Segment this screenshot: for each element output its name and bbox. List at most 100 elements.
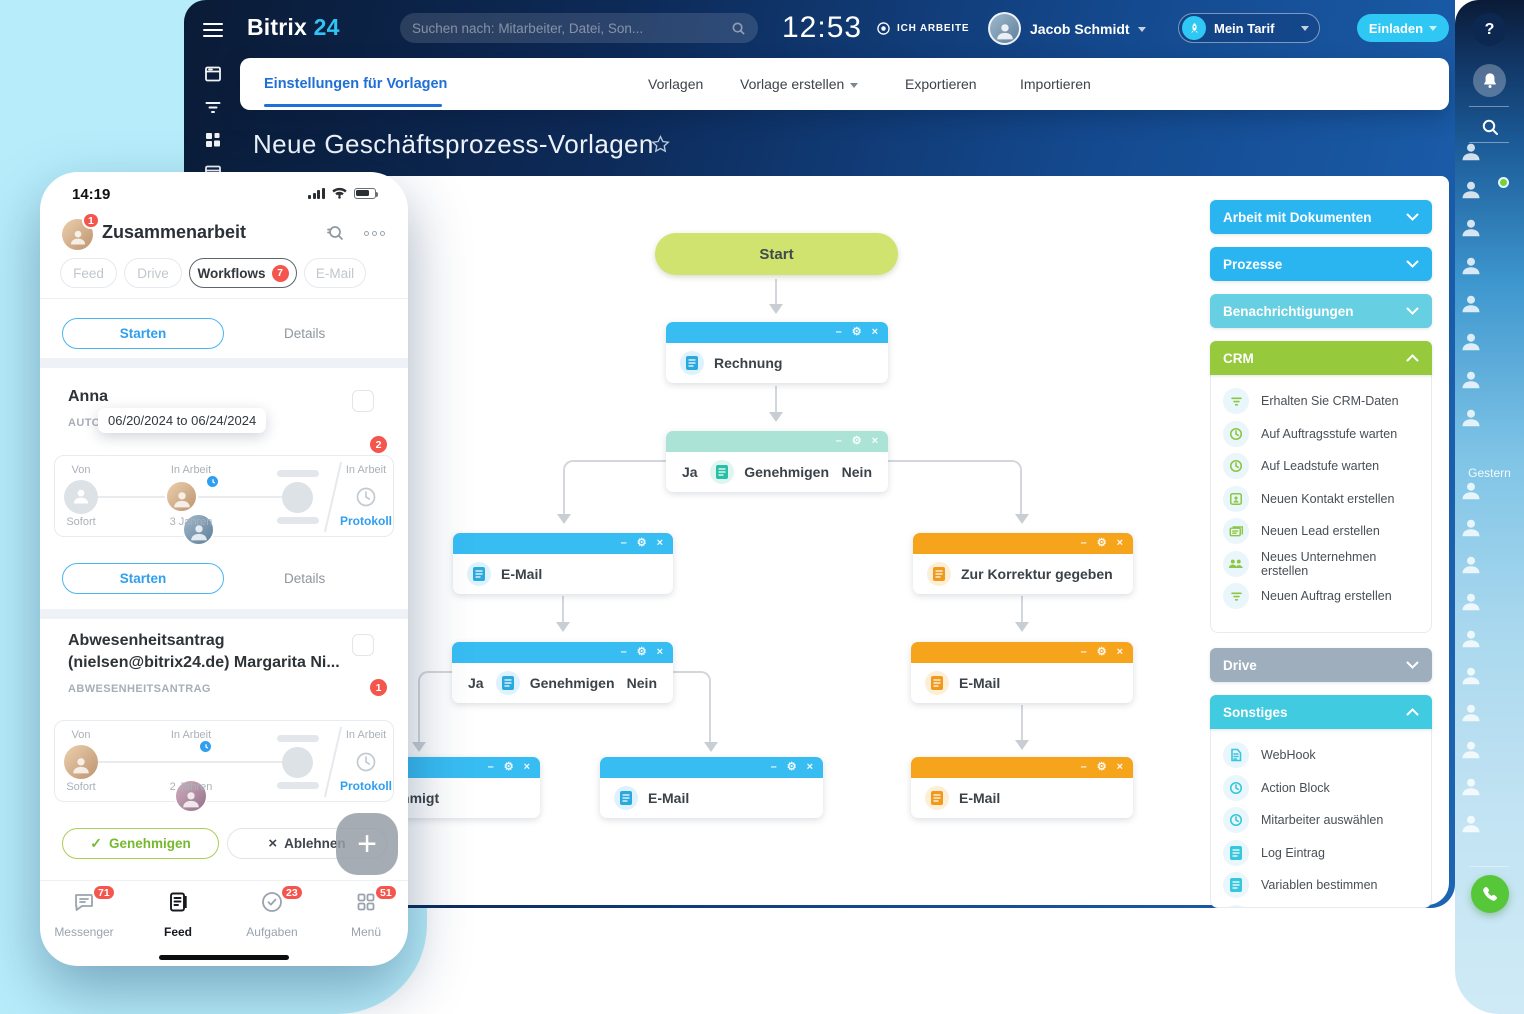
- chat-avatar[interactable]: [1462, 371, 1508, 415]
- chat-avatar[interactable]: [1462, 482, 1508, 526]
- home-indicator[interactable]: [159, 955, 289, 960]
- minimize-icon[interactable]: –: [620, 646, 627, 658]
- chat-avatar[interactable]: [1462, 257, 1508, 301]
- flow-node-genehmigen-1[interactable]: – ⚙ × Ja Genehmigen Nein: [666, 431, 888, 492]
- chat-avatar[interactable]: [1462, 519, 1508, 563]
- chat-avatar[interactable]: [1462, 704, 1508, 748]
- chat-avatar[interactable]: [1462, 143, 1509, 188]
- chat-avatar[interactable]: [1462, 778, 1508, 822]
- chat-avatar[interactable]: [1462, 593, 1508, 637]
- panel-item-leadstufe[interactable]: Auf Leadstufe warten: [1211, 450, 1431, 483]
- chat-avatar[interactable]: [1462, 630, 1508, 674]
- flow-node-korrektur[interactable]: – ⚙ × Zur Korrektur gegeben: [913, 533, 1133, 594]
- panel-section-crm[interactable]: CRM: [1210, 341, 1432, 375]
- settings-icon[interactable]: ⚙: [1096, 646, 1107, 658]
- chat-avatar[interactable]: [1462, 295, 1508, 339]
- minimize-icon[interactable]: –: [487, 761, 494, 773]
- phone-tab-drive[interactable]: Drive: [124, 258, 182, 288]
- close-icon[interactable]: ×: [656, 646, 663, 658]
- close-icon[interactable]: ×: [806, 761, 813, 773]
- flow-node-email-2[interactable]: – ⚙ × E-Mail: [600, 757, 823, 818]
- close-icon[interactable]: ×: [656, 537, 663, 549]
- flow-node-rechnung[interactable]: – ⚙ × Rechnung: [666, 322, 888, 383]
- rail-search-button[interactable]: [1473, 110, 1506, 143]
- filter-icon[interactable]: [203, 97, 223, 117]
- panel-item-action-block[interactable]: Action Block: [1211, 772, 1431, 805]
- settings-icon[interactable]: ⚙: [786, 761, 797, 773]
- panel-section-prozesse[interactable]: Prozesse: [1210, 247, 1432, 281]
- chat-avatar[interactable]: [1462, 556, 1508, 600]
- panel-item-kontakt[interactable]: Neuen Kontakt erstellen: [1211, 483, 1431, 516]
- close-icon[interactable]: ×: [871, 435, 878, 447]
- chat-avatar[interactable]: [1462, 181, 1508, 225]
- global-search[interactable]: [400, 13, 758, 43]
- chat-avatar[interactable]: [1462, 741, 1508, 785]
- invite-button[interactable]: Einladen: [1357, 14, 1449, 42]
- close-icon[interactable]: ×: [871, 326, 878, 338]
- panel-item-mitarbeiter[interactable]: Mitarbeiter auswählen: [1211, 804, 1431, 837]
- phone-nav-messenger[interactable]: 71 Messenger: [44, 884, 124, 939]
- start-workflow-button[interactable]: Starten: [62, 563, 224, 594]
- protocol-link[interactable]: Protokoll: [339, 779, 393, 793]
- tab-export[interactable]: Exportieren: [905, 76, 977, 92]
- add-fab-button[interactable]: +: [336, 813, 398, 875]
- minimize-icon[interactable]: –: [1080, 646, 1087, 658]
- search-icon[interactable]: [326, 224, 346, 244]
- panel-section-benachrichtigungen[interactable]: Benachrichtigungen: [1210, 294, 1432, 328]
- branch-no-label[interactable]: Nein: [626, 675, 657, 691]
- branch-yes-label[interactable]: Ja: [468, 675, 484, 691]
- chat-avatar[interactable]: [1462, 333, 1508, 377]
- settings-icon[interactable]: ⚙: [636, 646, 647, 658]
- settings-icon[interactable]: ⚙: [1096, 761, 1107, 773]
- phone-tab-workflows[interactable]: Workflows 7: [189, 258, 297, 288]
- user-avatar[interactable]: [988, 12, 1021, 45]
- protocol-link[interactable]: Protokoll: [339, 514, 393, 528]
- chat-avatar[interactable]: [1462, 815, 1508, 859]
- card-checkbox[interactable]: [352, 390, 374, 412]
- work-status[interactable]: ICH ARBEITE: [877, 22, 969, 35]
- assignee-avatar[interactable]: [165, 480, 198, 513]
- tab-templates[interactable]: Vorlagen: [648, 76, 704, 92]
- flow-node-email-4[interactable]: – ⚙ × E-Mail: [911, 757, 1133, 818]
- close-icon[interactable]: ×: [1116, 537, 1123, 549]
- notifications-bell-button[interactable]: [1473, 64, 1506, 97]
- close-icon[interactable]: ×: [523, 761, 530, 773]
- flow-start-node[interactable]: Start: [655, 233, 898, 275]
- user-menu[interactable]: Jacob Schmidt: [1030, 21, 1146, 37]
- panel-section-documents[interactable]: Arbeit mit Dokumenten: [1210, 200, 1432, 234]
- minimize-icon[interactable]: –: [620, 537, 627, 549]
- minimize-icon[interactable]: –: [770, 761, 777, 773]
- panel-item-variablen[interactable]: Variablen bestimmen: [1211, 869, 1431, 902]
- flow-node-email-1[interactable]: – ⚙ × E-Mail: [453, 533, 673, 594]
- settings-icon[interactable]: ⚙: [503, 761, 514, 773]
- settings-icon[interactable]: ⚙: [851, 435, 862, 447]
- hamburger-menu-icon[interactable]: [203, 19, 223, 41]
- tab-import[interactable]: Importieren: [1020, 76, 1091, 92]
- more-options-icon[interactable]: [364, 231, 385, 236]
- panel-item-auftrag[interactable]: Neuen Auftrag erstellen: [1211, 580, 1431, 613]
- card-checkbox[interactable]: [352, 634, 374, 656]
- panel-section-sonstiges[interactable]: Sonstiges: [1210, 695, 1432, 729]
- panel-item-log-eintrag[interactable]: Log Eintrag: [1211, 837, 1431, 870]
- initiator-avatar[interactable]: [64, 745, 98, 779]
- panel-item-partial[interactable]: [1211, 902, 1431, 907]
- panel-item-auftragsstufe[interactable]: Auf Auftragsstufe warten: [1211, 418, 1431, 451]
- app-logo[interactable]: Bitrix 24: [247, 14, 340, 40]
- search-input[interactable]: [412, 20, 723, 36]
- panel-item-crm-daten[interactable]: Erhalten Sie CRM-Daten: [1211, 385, 1431, 418]
- tab-template-settings[interactable]: Einstellungen für Vorlagen: [264, 76, 448, 92]
- window-panel-icon[interactable]: [203, 64, 223, 84]
- minimize-icon[interactable]: –: [1080, 537, 1087, 549]
- flow-node-email-3[interactable]: – ⚙ × E-Mail: [911, 642, 1133, 703]
- grid-apps-icon[interactable]: [203, 130, 223, 150]
- phone-nav-tasks[interactable]: 23 Aufgaben: [232, 884, 312, 939]
- phone-tab-email[interactable]: E-Mail: [304, 258, 366, 288]
- help-button[interactable]: ?: [1473, 13, 1506, 46]
- phone-tab-feed[interactable]: Feed: [60, 258, 117, 288]
- minimize-icon[interactable]: –: [835, 326, 842, 338]
- plan-button[interactable]: Mein Tarif: [1178, 13, 1320, 43]
- minimize-icon[interactable]: –: [835, 435, 842, 447]
- chat-avatar[interactable]: [1462, 409, 1508, 453]
- close-icon[interactable]: ×: [1116, 646, 1123, 658]
- settings-icon[interactable]: ⚙: [1096, 537, 1107, 549]
